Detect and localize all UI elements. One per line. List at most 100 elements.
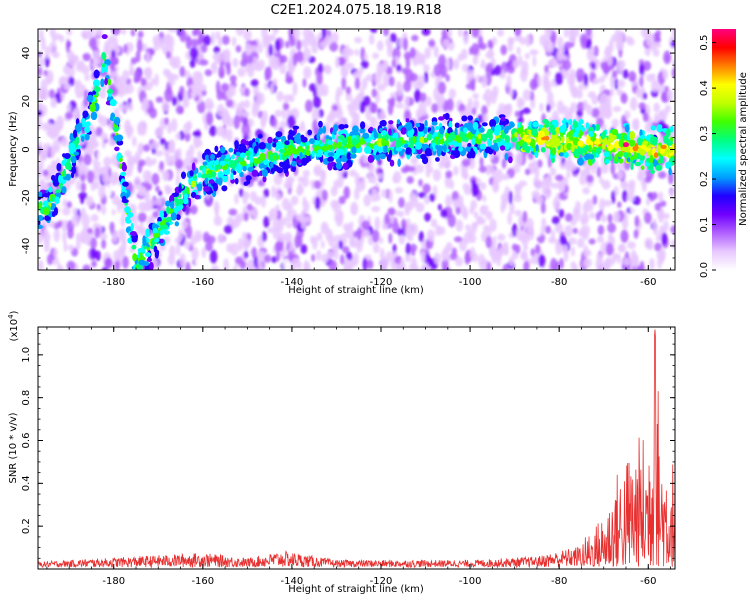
spectrogram-cell xyxy=(341,155,347,161)
spectrogram-cell xyxy=(628,179,636,189)
spectrogram-cell xyxy=(422,183,431,194)
spectrogram-cell xyxy=(120,29,127,35)
spectrogram-cell xyxy=(91,260,97,268)
spectrogram-cell xyxy=(569,79,575,93)
spectrogram-cell xyxy=(482,194,487,203)
spectrogram-cell xyxy=(183,241,192,249)
spectrogram-cell xyxy=(242,191,248,205)
spectrogram-cell xyxy=(612,105,622,113)
spectrogram-cell xyxy=(552,196,561,211)
spectrogram-cell xyxy=(226,128,233,143)
spectrogram-cell xyxy=(206,199,213,207)
spectrogram-cell xyxy=(539,34,548,47)
spectrogram-x-tick-label: -120 xyxy=(370,277,393,288)
spectrogram-cell xyxy=(122,104,129,113)
spectrogram-cell xyxy=(354,48,360,57)
spectrogram-cell xyxy=(250,190,257,202)
spectrogram-cell xyxy=(381,189,387,198)
spectrogram-cell xyxy=(95,250,101,262)
spectrogram-cell xyxy=(292,52,298,67)
snr-y-tick-label: 0.4 xyxy=(21,475,32,491)
spectrogram-cell xyxy=(119,56,127,65)
spectrogram-cell xyxy=(86,142,95,156)
spectrogram-cell xyxy=(267,34,272,42)
spectrogram-cell xyxy=(321,253,329,264)
spectrogram-cell xyxy=(383,144,388,154)
spectrogram-cell xyxy=(226,216,234,226)
spectrogram-y-ticks: -40 -20 0 20 40 xyxy=(21,28,675,271)
spectrogram-cell xyxy=(622,69,629,79)
spectrogram-cell xyxy=(342,162,349,170)
spectrogram-cell xyxy=(616,253,622,265)
spectrogram-cell xyxy=(204,69,213,77)
spectrogram-cell xyxy=(38,224,43,229)
spectrogram-cell xyxy=(159,224,165,230)
spectrogram-cell xyxy=(369,116,378,126)
spectrogram-cell xyxy=(356,227,362,241)
spectrogram-cell xyxy=(433,63,442,77)
spectrogram-cell xyxy=(596,166,602,178)
spectrogram-cell xyxy=(549,124,556,133)
spectrogram-cell xyxy=(343,186,350,199)
spectrogram-cell xyxy=(169,200,175,210)
spectrogram-cell xyxy=(131,236,138,243)
spectrogram-cell xyxy=(228,208,238,216)
spectrogram-cell xyxy=(511,243,518,251)
spectrogram-cell xyxy=(609,87,615,97)
spectrogram-cell xyxy=(90,180,96,192)
spectrogram-cell xyxy=(215,80,221,94)
spectrogram-cell xyxy=(167,29,177,33)
spectrogram-cell xyxy=(580,126,586,132)
spectrogram-cell xyxy=(246,203,253,211)
spectrogram-cell xyxy=(131,244,137,250)
spectrogram-cell xyxy=(611,118,619,128)
spectrogram-cell xyxy=(389,33,397,43)
spectrogram-cell xyxy=(465,224,471,231)
spectrogram-cell xyxy=(646,33,655,47)
spectrogram-cell xyxy=(419,92,427,103)
spectrogram-cell xyxy=(169,142,176,150)
spectrogram-cell xyxy=(51,146,60,153)
spectrogram-cell xyxy=(137,248,144,253)
spectrogram-cell xyxy=(170,118,178,132)
spectrogram-cell xyxy=(155,185,160,193)
spectrogram-cell xyxy=(48,186,53,193)
spectrogram-cell xyxy=(506,74,512,88)
spectrogram-cell xyxy=(75,179,82,191)
spectrogram-cell xyxy=(339,254,345,265)
spectrogram-cell xyxy=(86,94,94,103)
spectrogram-cell xyxy=(350,98,357,107)
spectrogram-cell xyxy=(446,136,451,143)
spectrogram-cell xyxy=(479,143,487,150)
spectrogram-cell xyxy=(140,77,147,87)
spectrogram-cell xyxy=(144,252,151,257)
spectrogram-cell xyxy=(116,199,122,214)
spectrogram-cell xyxy=(286,222,293,229)
spectrogram-cell xyxy=(297,236,303,248)
spectrogram-cell xyxy=(669,125,674,133)
spectrogram-cell xyxy=(93,69,100,79)
spectrogram-cell xyxy=(660,144,667,150)
spectrogram-cell xyxy=(283,102,290,111)
spectrogram-cell xyxy=(404,95,410,107)
spectrogram-cell xyxy=(316,232,323,242)
spectrogram-cell xyxy=(634,215,640,227)
spectrogram-cell xyxy=(136,38,143,53)
spectrogram-cell xyxy=(672,59,675,68)
spectrogram-cell xyxy=(561,105,569,116)
spectrogram-cell xyxy=(447,29,453,38)
spectrogram-cell xyxy=(157,216,162,223)
spectrogram-cell xyxy=(154,73,159,87)
spectrogram-cell xyxy=(222,175,229,183)
spectrogram-cell xyxy=(562,59,572,71)
spectrogram-cell xyxy=(154,237,160,243)
spectrogram-x-tick-label: -60 xyxy=(640,277,656,288)
spectrogram-cell xyxy=(580,212,590,225)
spectrogram-cell xyxy=(382,29,390,37)
spectrogram-cell xyxy=(462,33,469,45)
spectrogram-cell xyxy=(327,152,335,157)
spectrogram-cell xyxy=(585,137,590,146)
spectrogram-cell xyxy=(208,179,215,184)
spectrogram-cell xyxy=(235,45,242,53)
spectrogram-cell xyxy=(445,170,453,179)
